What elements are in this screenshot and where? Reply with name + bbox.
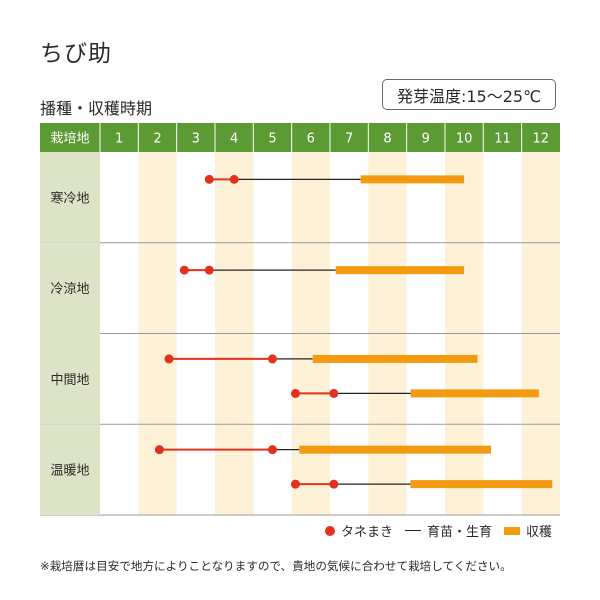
footnote: ※栽培暦は目安で地方によりことなりますので、貴地の気候に合わせて栽培してください… [40, 559, 512, 573]
month-label-9: 9 [422, 132, 430, 147]
harvest-bar-icon [503, 526, 520, 535]
region-label: 中間地 [50, 373, 89, 388]
grow-line-icon [404, 530, 421, 531]
region-cell [40, 424, 100, 515]
harvest-bar [335, 266, 465, 275]
legend-grow-label: 育苗・生育 [426, 525, 492, 540]
legend: タネまき 育苗・生育 収穫 [313, 521, 552, 540]
seed-dot [329, 479, 339, 489]
header-bar [40, 123, 560, 152]
germination-temp-badge: 発芽温度:15～25℃ [382, 79, 556, 110]
legend-harvest: 収穫 [503, 521, 552, 540]
harvest-bar [360, 175, 465, 184]
month-label-5: 5 [268, 132, 276, 147]
page-title: ちび助 [40, 41, 112, 67]
harvest-bar [410, 480, 553, 489]
legend-seed: タネまき [324, 521, 393, 540]
seed-dot [229, 174, 239, 184]
seed-dot-icon [324, 525, 335, 536]
region-label: 温暖地 [50, 464, 89, 479]
region-cell [40, 333, 100, 425]
month-label-11: 11 [494, 132, 511, 147]
region-label: 寒冷地 [50, 190, 89, 206]
month-header: 栽培地 1 2 3 4 5 6 7 8 9 10 11 12 [40, 123, 560, 152]
harvest-bar [312, 354, 478, 363]
month-label-12: 12 [533, 132, 550, 147]
harvest-bar [410, 389, 539, 398]
month-label-4: 4 [230, 132, 238, 147]
seed-dot [154, 445, 164, 455]
month-label-7: 7 [345, 132, 353, 147]
seed-dot [290, 479, 300, 489]
corner-label: 栽培地 [50, 131, 89, 147]
seed-dot [267, 354, 277, 364]
month-label-6: 6 [307, 132, 315, 147]
month-label-3: 3 [192, 132, 200, 147]
month-label-1: 1 [115, 132, 123, 147]
seed-dot [179, 265, 189, 275]
month-label-2: 2 [153, 132, 161, 147]
seed-dot [204, 174, 214, 184]
chart-subtitle: 播種・収穫時期 [40, 99, 153, 118]
legend-harvest-label: 収穫 [525, 525, 552, 540]
region-cell [40, 152, 100, 243]
seed-dot [329, 388, 339, 398]
harvest-bar [299, 445, 491, 454]
seed-dot [267, 445, 277, 455]
month-label-10: 10 [456, 132, 473, 147]
legend-seed-label: タネまき [340, 525, 393, 540]
seed-dot [204, 265, 214, 275]
seed-dot [290, 388, 300, 398]
grid-lines [40, 242, 560, 516]
region-label: 冷涼地 [50, 282, 89, 297]
seed-dot [164, 354, 174, 364]
chart-marks [154, 174, 553, 489]
region-cell [40, 242, 100, 334]
legend-grow: 育苗・生育 [404, 521, 492, 540]
month-label-8: 8 [383, 132, 391, 147]
